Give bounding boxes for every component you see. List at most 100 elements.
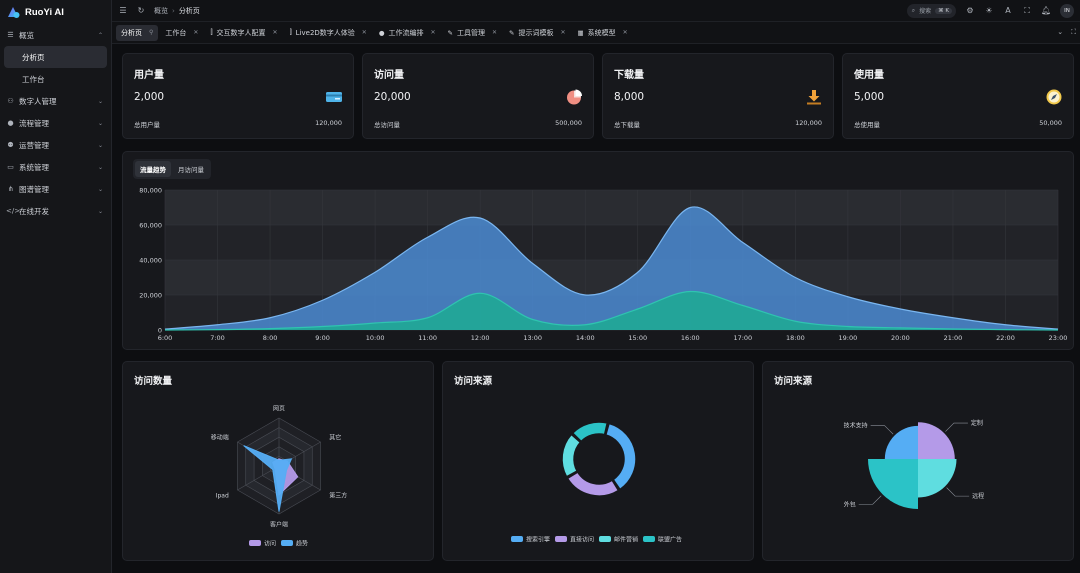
legend-label[interactable]: 直接访问 [570, 536, 594, 544]
sidebar-item[interactable]: ⚉ 运营管理 ⌄ [0, 134, 111, 156]
sidebar-item-label: 概览 [19, 30, 34, 40]
sidebar-item[interactable]: ● 流程管理 ⌄ [0, 112, 111, 134]
tab-label: 系统模型 [587, 28, 616, 37]
close-icon[interactable]: ✕ [560, 29, 566, 36]
chevron-down-icon[interactable]: ⌄ [1057, 28, 1064, 36]
stat-title: 用户量 [134, 70, 164, 81]
maximize-icon[interactable]: ⛶ [1071, 28, 1076, 36]
radar-title: 访问数量 [134, 376, 173, 387]
sidebar-item[interactable]: ⚇ 数字人管理 ⌄ [0, 90, 111, 112]
donut-card: 访问来源 搜索引擎 直接访问 邮件营销 联盟广告 [442, 361, 754, 561]
series-line [164, 206, 1059, 330]
tab-icon: ● [378, 28, 385, 37]
tab[interactable]: ● 工作流编排 ✕ [374, 25, 441, 41]
legend-swatch[interactable] [249, 540, 261, 546]
theme-toggle-icon[interactable]: ☀ [985, 6, 993, 15]
user-settings-icon: ⚉ [7, 141, 14, 149]
rose-slice[interactable] [918, 459, 957, 498]
tab-bar: 分析页 ⚲ 工作台 ✕ ⫿ 交互数字人配置 ✕ ⫿ Live2D数字人体验 ✕ ● 工作流编排 ✕ ✎ 工具… [112, 22, 1080, 44]
avatar[interactable]: IN [1060, 3, 1074, 18]
stat-total-value: 500,000 [555, 119, 582, 127]
sidebar-nav: ☰ 概览 ⌃ 分析页 工作台 ⚇ 数字人管理 ⌄ ● 流程管理 ⌄ ⚉ 运营管理 ⌄ ▭ 系统管理 ⌄ ⋔ 图谱管理… [0, 24, 111, 222]
tab[interactable]: 工作台 ✕ [160, 25, 203, 41]
sidebar-item[interactable]: ⋔ 图谱管理 ⌄ [0, 178, 111, 200]
legend-swatch[interactable] [281, 540, 293, 546]
close-icon[interactable]: ✕ [193, 29, 199, 36]
x-tick-label: 22:00 [996, 334, 1015, 342]
x-tick-label: 9:00 [315, 334, 330, 342]
stat-value: 5,000 [854, 91, 885, 103]
translate-icon[interactable]: A [1005, 6, 1011, 15]
donut-slice[interactable] [566, 471, 620, 497]
legend-label[interactable]: 搜索引擎 [526, 536, 550, 544]
close-icon[interactable]: ✕ [430, 29, 436, 36]
app-title: RuoYi AI [25, 6, 64, 18]
rose-label-line [945, 422, 968, 432]
rose-label-line [858, 495, 882, 505]
tab-list: 分析页 ⚲ 工作台 ✕ ⫿ 交互数字人配置 ✕ ⫿ Live2D数字人体验 ✕ ● 工作流编排 ✕ ✎ 工具… [116, 24, 633, 41]
refresh-icon[interactable]: ↻ [137, 6, 145, 15]
tab[interactable]: ⫿ Live2D数字人体验 ✕ [285, 25, 372, 41]
settings-icon[interactable]: ⚙ [966, 6, 974, 15]
fullscreen-icon[interactable]: ⛶ [1024, 5, 1030, 15]
search-button[interactable]: ⌕ 搜索 ⌘ K [906, 3, 956, 18]
legend-label[interactable]: 趋势 [296, 540, 308, 548]
radar-card: 访问数量 网页 其它 第三方 客户端 Ipad 移动端 访问 趋势 [122, 361, 434, 561]
tab[interactable]: ▦ 系统模型 ✕ [573, 25, 633, 41]
rose-label: 远程 [972, 492, 984, 500]
chevron-down-icon: ⌄ [97, 97, 103, 105]
sidebar-item[interactable]: ▭ 系统管理 ⌄ [0, 156, 111, 178]
sidebar-item[interactable]: ☰ 概览 ⌃ [0, 24, 111, 46]
sidebar-subitem[interactable]: 工作台 [22, 74, 45, 84]
top-bar: ☰ ↻ 概览 › 分析页 ⌕ 搜索 ⌘ K ⚙ ☀ A ⛶ 🔔︎ IN [112, 0, 1080, 22]
tab-monthly-visits[interactable]: 月访问量 [178, 166, 204, 174]
close-icon[interactable]: ✕ [491, 29, 498, 36]
monitor-icon: ▭ [7, 163, 14, 171]
sidebar-item[interactable]: </> 在线开发 ⌄ [0, 200, 111, 222]
donut-slice[interactable] [605, 422, 637, 491]
rose-slice[interactable] [868, 459, 918, 509]
compass-icon [1045, 88, 1063, 106]
close-icon[interactable]: ✕ [361, 29, 367, 36]
breadcrumb-item[interactable]: 概览 [154, 6, 168, 15]
legend-swatch[interactable] [511, 536, 523, 542]
close-icon[interactable]: ✕ [622, 29, 628, 36]
donut-slice[interactable] [561, 433, 582, 478]
chevron-down-icon: ⌄ [97, 119, 103, 127]
rose-slice[interactable] [884, 425, 918, 459]
tab-label: 工作流编排 [388, 28, 424, 37]
legend-label[interactable]: 邮件营销 [614, 536, 638, 544]
legend-swatch[interactable] [599, 536, 611, 542]
tab[interactable]: 分析页 ⚲ [116, 24, 159, 41]
bell-icon[interactable]: 🔔︎ [1041, 6, 1052, 15]
tab-icon: ✎ [509, 28, 515, 37]
sidebar-item-label: 流程管理 [19, 118, 49, 128]
legend-label[interactable]: 联盟广告 [658, 536, 682, 544]
x-tick-label: 12:00 [471, 334, 490, 342]
stat-card: 使用量 5,000 总使用量 50,000 [842, 53, 1074, 139]
tab[interactable]: ✎ 工具管理 ✕ [443, 25, 502, 41]
tab[interactable]: ✎ 提示词模板 ✕ [504, 25, 570, 41]
legend-label[interactable]: 访问 [264, 540, 276, 548]
series-area [165, 291, 1058, 330]
stat-title: 使用量 [854, 70, 884, 81]
sidebar-subitem[interactable]: 分析页 [4, 46, 107, 68]
stat-total-value: 50,000 [1039, 119, 1062, 127]
logo[interactable]: RuoYi AI [0, 0, 111, 24]
pin-icon[interactable]: ⚲ [149, 29, 154, 36]
rose-slice[interactable] [918, 422, 955, 459]
menu-toggle-icon[interactable]: ☰ [119, 6, 127, 15]
close-icon[interactable]: ✕ [272, 29, 278, 36]
stat-total-label: 总访问量 [374, 121, 400, 129]
x-tick-label: 17:00 [733, 334, 752, 342]
search-label: 搜索 [919, 8, 932, 15]
legend-swatch[interactable] [555, 536, 567, 542]
tab[interactable]: ⫿ 交互数字人配置 ✕ [205, 25, 282, 41]
tab-icon: ✎ [447, 28, 453, 37]
donut-slice[interactable] [571, 421, 609, 443]
legend-swatch[interactable] [643, 536, 655, 542]
traffic-trend-card: 流量趋势 月访问量 6:00 7:00 8:00 9:00 10:00 11:00 12:0… [122, 151, 1074, 350]
main-content: 用户量 2,000 总用户量 120,000 访问量 20,000 总访问量 500,000 下… [112, 44, 1080, 573]
tab-traffic-trend[interactable]: 流量趋势 [135, 161, 171, 177]
